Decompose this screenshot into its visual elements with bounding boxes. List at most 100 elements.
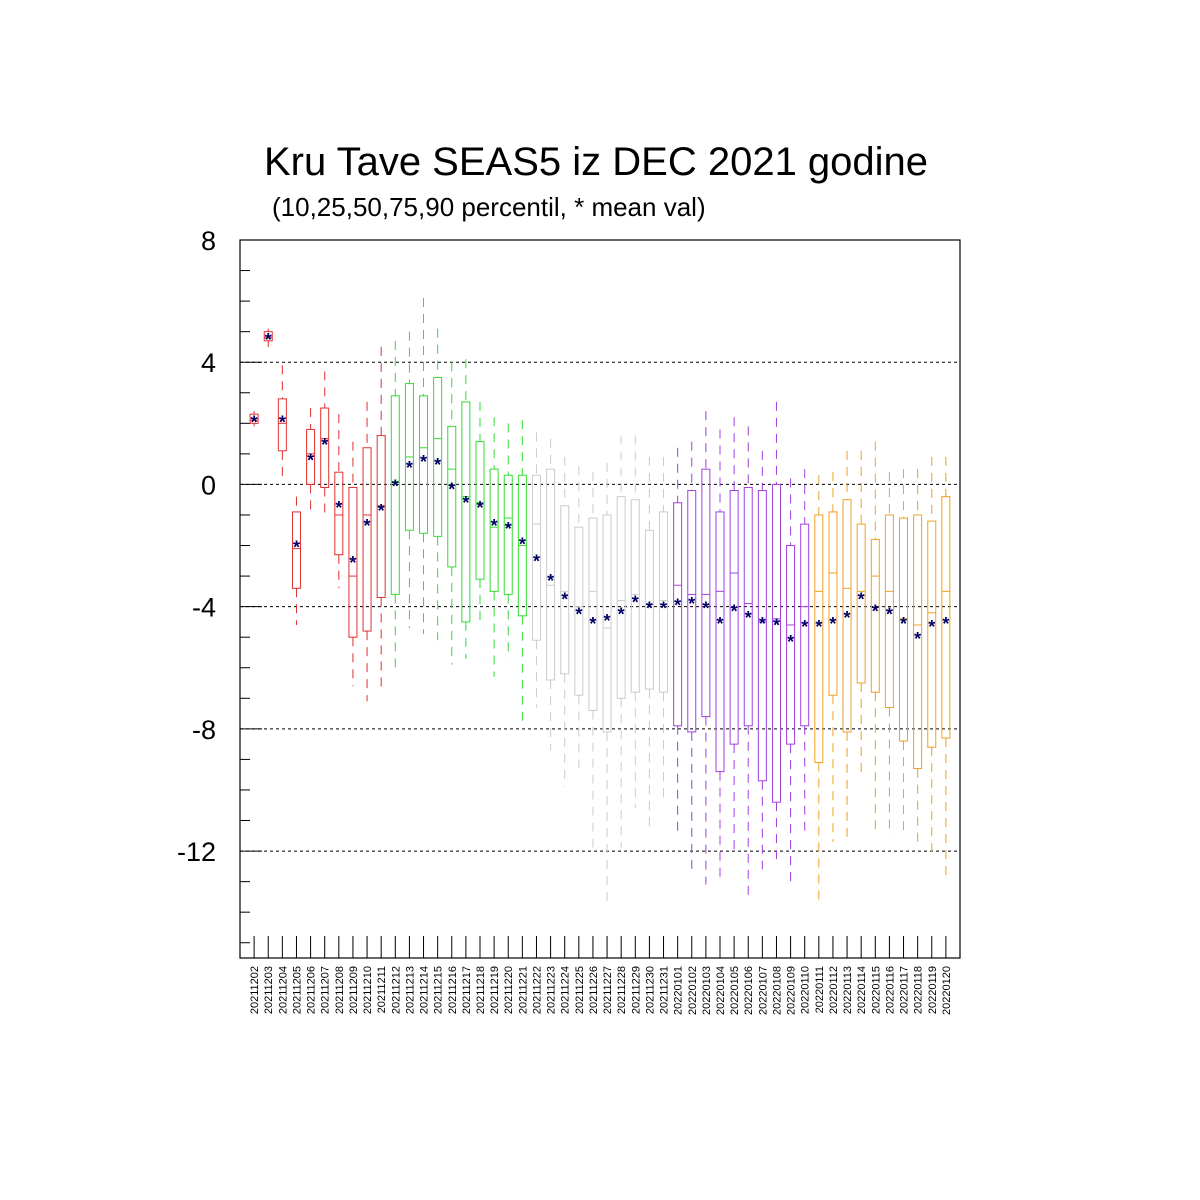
box-20220112: * xyxy=(828,472,838,842)
x-tick-label: 20211228 xyxy=(616,966,628,1014)
mean-marker: * xyxy=(815,617,822,637)
box-20211202: * xyxy=(249,411,259,432)
iqr-box xyxy=(447,425,457,568)
box-20220115: * xyxy=(870,441,880,836)
x-tick-label: 20211206 xyxy=(306,966,318,1014)
mean-marker: * xyxy=(646,599,653,619)
x-tick-label: 20220119 xyxy=(927,966,939,1014)
x-tick-label: 20211219 xyxy=(489,966,501,1014)
x-tick-label: 20211226 xyxy=(588,966,600,1014)
box-20220102: * xyxy=(687,441,697,876)
iqr-box xyxy=(588,517,598,712)
mean-marker: * xyxy=(801,617,808,637)
box-20220118: * xyxy=(913,469,923,845)
box-20211211: * xyxy=(376,346,386,693)
iqr-box xyxy=(489,468,499,592)
iqr-box xyxy=(941,496,951,739)
box-20220114: * xyxy=(856,450,866,775)
mean-marker: * xyxy=(533,551,540,571)
mean-marker: * xyxy=(900,614,907,634)
x-tick-label: 20211224 xyxy=(560,966,572,1014)
x-tick-label: 20220104 xyxy=(715,966,727,1015)
box-20211219: * xyxy=(489,417,499,677)
iqr-box xyxy=(771,483,781,803)
mean-marker: * xyxy=(307,450,314,470)
mean-marker: * xyxy=(858,589,865,609)
iqr-box xyxy=(757,490,767,782)
mean-marker: * xyxy=(406,458,413,478)
box-20211203: * xyxy=(263,328,273,350)
x-tick-label: 20211209 xyxy=(348,966,360,1014)
box-20211220: * xyxy=(503,423,513,659)
x-tick-label: 20211210 xyxy=(362,966,374,1014)
x-tick-label: 20211225 xyxy=(574,966,586,1014)
mean-marker: * xyxy=(716,614,723,634)
mean-marker: * xyxy=(589,614,596,634)
x-tick-label: 20211221 xyxy=(517,966,529,1014)
box-20211218: * xyxy=(475,401,485,625)
x-tick-label: 20220101 xyxy=(673,966,685,1015)
mean-marker: * xyxy=(420,452,427,472)
x-tick-label: 20211202 xyxy=(249,966,261,1014)
x-tick-label: 20220107 xyxy=(757,966,769,1015)
box-20220108: * xyxy=(771,401,781,864)
x-tick-label: 20220113 xyxy=(842,966,854,1014)
iqr-box xyxy=(828,511,838,696)
mean-marker: * xyxy=(265,330,272,350)
mean-marker: * xyxy=(392,476,399,496)
mean-marker: * xyxy=(829,614,836,634)
iqr-box xyxy=(503,474,513,595)
box-20211210: * xyxy=(362,401,372,702)
x-tick-label: 20211208 xyxy=(334,966,346,1014)
iqr-box xyxy=(348,486,358,638)
mean-marker: * xyxy=(928,617,935,637)
mean-marker: * xyxy=(561,589,568,609)
x-tick-label: 20220111 xyxy=(814,966,826,1013)
box-20211207: * xyxy=(320,371,330,519)
iqr-box xyxy=(433,376,443,537)
box-20211221: * xyxy=(517,420,527,726)
x-tick-label: 20220116 xyxy=(884,966,896,1014)
x-tick-label: 20220120 xyxy=(941,966,953,1015)
iqr-box xyxy=(362,447,372,632)
y-tick-label: -12 xyxy=(177,837,216,867)
box-20211231: * xyxy=(659,456,669,803)
x-tick-label: 20211205 xyxy=(291,966,303,1014)
iqr-box xyxy=(673,502,683,727)
mean-marker: * xyxy=(434,455,441,475)
box-20211226: * xyxy=(588,472,598,852)
box-20211212: * xyxy=(390,340,400,668)
iqr-box xyxy=(277,398,287,452)
box-20220119: * xyxy=(927,456,937,858)
box-plots: * * * * * * * * * * * * * * * * * * * * * * * * * * * * * * * * * * * * * * * *… xyxy=(249,298,951,904)
mean-marker: * xyxy=(604,611,611,631)
mean-marker: * xyxy=(349,553,356,573)
x-tick-label: 20220103 xyxy=(701,966,713,1015)
mean-marker: * xyxy=(886,605,893,625)
chart-title: Kru Tave SEAS5 iz DEC 2021 godine xyxy=(264,140,928,184)
x-tick-label: 20211216 xyxy=(447,966,459,1014)
iqr-box xyxy=(786,545,796,745)
mean-marker: * xyxy=(942,614,949,634)
mean-marker: * xyxy=(660,599,667,619)
x-tick-label: 20211215 xyxy=(433,966,445,1014)
mean-marker: * xyxy=(519,534,526,554)
x-tick-label: 20220114 xyxy=(856,966,868,1014)
x-tick-label: 20220112 xyxy=(828,966,840,1014)
x-tick-label: 20211230 xyxy=(644,966,656,1014)
y-tick-label: -4 xyxy=(192,593,216,623)
x-tick-label: 20211214 xyxy=(419,966,431,1014)
x-tick-label: 20211220 xyxy=(503,966,515,1014)
mean-marker: * xyxy=(618,605,625,625)
box-20220103: * xyxy=(701,411,711,885)
box-20220107: * xyxy=(757,450,767,870)
iqr-box xyxy=(729,490,739,745)
mean-marker: * xyxy=(279,412,286,432)
box-20220120: * xyxy=(941,456,951,879)
box-20211224: * xyxy=(560,456,570,787)
mean-marker: * xyxy=(745,608,752,628)
iqr-box xyxy=(531,474,541,641)
mean-marker: * xyxy=(476,498,483,518)
iqr-box xyxy=(856,523,866,684)
iqr-box xyxy=(800,523,810,727)
